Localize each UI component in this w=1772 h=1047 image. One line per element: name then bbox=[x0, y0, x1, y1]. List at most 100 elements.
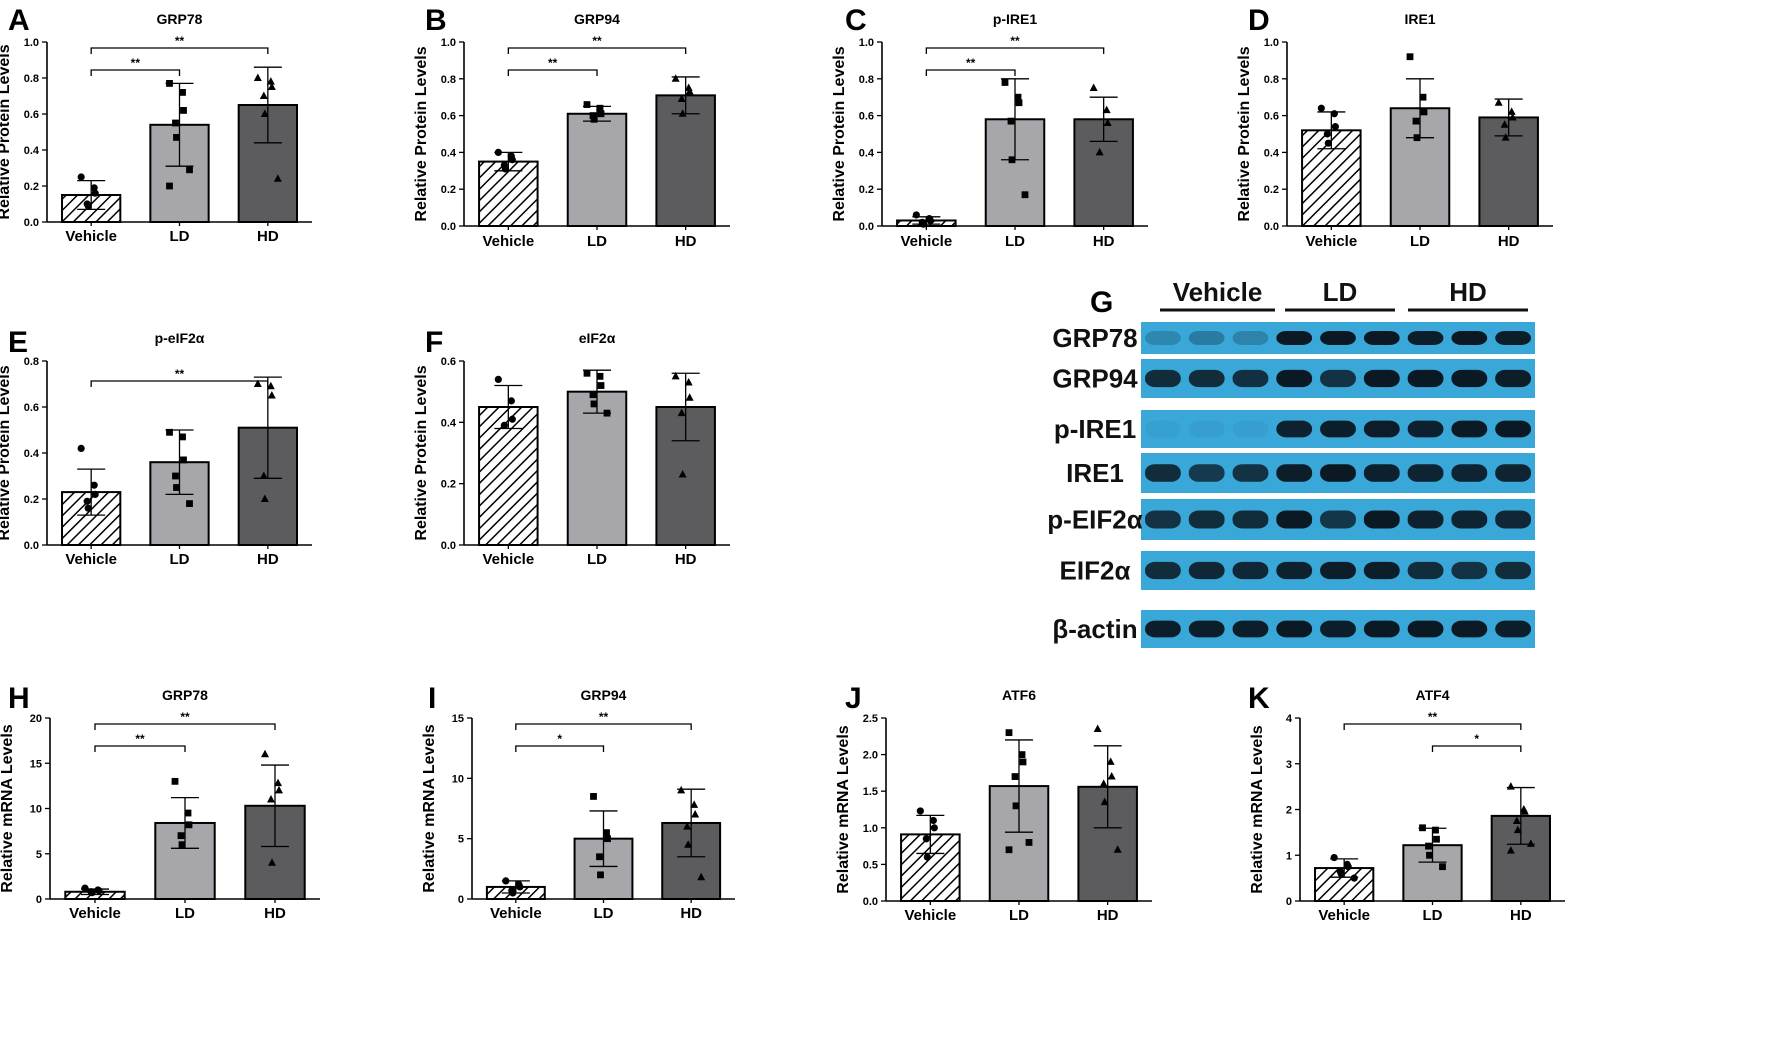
blot-band bbox=[1363, 330, 1400, 346]
data-point bbox=[91, 490, 99, 498]
data-point bbox=[88, 889, 96, 897]
y-tick-label: 0.2 bbox=[24, 494, 39, 506]
x-tick-label: Vehicle bbox=[490, 905, 542, 922]
blot-row-label: IRE1 bbox=[1066, 458, 1124, 488]
data-point bbox=[1344, 863, 1352, 871]
blot-band bbox=[1407, 420, 1444, 438]
data-point bbox=[671, 371, 680, 380]
x-tick-label: HD bbox=[675, 551, 697, 568]
data-point bbox=[1107, 772, 1116, 780]
y-tick-label: 0.4 bbox=[859, 147, 875, 159]
blot-band bbox=[1276, 464, 1313, 482]
significance-label: ** bbox=[135, 732, 145, 746]
data-point bbox=[494, 148, 502, 156]
chart-title: GRP94 bbox=[574, 11, 620, 27]
data-point bbox=[912, 211, 920, 219]
y-tick-label: 0.2 bbox=[1264, 184, 1279, 196]
y-tick-label: 0.0 bbox=[441, 221, 456, 233]
blot-band bbox=[1407, 369, 1444, 388]
significance-bracket bbox=[90, 380, 269, 387]
y-axis-label: Relative mRNA Levels bbox=[421, 724, 438, 892]
chart-panel-b: B GRP94 Relative Protein Levels 0.0 0.2 0.4 0.… bbox=[413, 4, 730, 250]
data-point bbox=[90, 481, 98, 489]
blot-band bbox=[1188, 620, 1225, 638]
data-point bbox=[253, 73, 262, 81]
y-tick-label: 0.0 bbox=[24, 540, 39, 552]
x-tick-label: Vehicle bbox=[482, 233, 534, 250]
data-point bbox=[1008, 156, 1016, 164]
chart-title: ATF4 bbox=[1416, 687, 1450, 703]
data-point bbox=[516, 883, 524, 891]
significance-label: ** bbox=[592, 34, 602, 48]
blot-band bbox=[1451, 330, 1488, 346]
blot-band bbox=[1407, 561, 1444, 580]
data-point bbox=[1350, 874, 1358, 882]
data-point bbox=[266, 77, 275, 85]
chart-panel-h: H GRP78 Relative mRNA Levels 0 5 10 15 20 Vehicl… bbox=[0, 682, 320, 922]
data-point bbox=[597, 382, 605, 389]
data-point bbox=[1420, 108, 1428, 116]
data-point bbox=[186, 166, 193, 174]
data-point bbox=[275, 785, 283, 794]
data-point bbox=[273, 174, 282, 182]
y-tick-label: 0.6 bbox=[441, 111, 456, 123]
data-point bbox=[916, 807, 924, 815]
significance-bracket bbox=[925, 69, 1016, 76]
chart-panel-i: I GRP94 Relative mRNA Levels 0 5 10 15 Vehicle L… bbox=[421, 682, 735, 922]
blot-band bbox=[1451, 561, 1488, 580]
blot-band bbox=[1495, 510, 1531, 529]
data-point bbox=[596, 372, 604, 380]
y-tick-label: 0.4 bbox=[441, 147, 457, 159]
data-point bbox=[1432, 826, 1439, 834]
blot-row-ire1: IRE1 bbox=[1066, 453, 1535, 493]
y-tick-label: 5 bbox=[458, 834, 464, 846]
data-point bbox=[1512, 816, 1521, 824]
x-tick-label: Vehicle bbox=[65, 551, 117, 568]
data-point bbox=[1113, 845, 1122, 853]
data-point bbox=[266, 381, 275, 390]
data-point bbox=[1520, 807, 1529, 815]
data-point bbox=[1526, 839, 1535, 847]
blot-band bbox=[1145, 620, 1181, 638]
chart-title: ATF6 bbox=[1002, 687, 1036, 703]
data-point bbox=[1494, 98, 1503, 106]
data-point bbox=[1330, 110, 1338, 118]
blot-band bbox=[1232, 561, 1269, 580]
blot-band bbox=[1276, 510, 1313, 529]
blot-band bbox=[1407, 620, 1444, 638]
y-tick-label: 1 bbox=[1286, 850, 1292, 862]
data-point bbox=[508, 156, 516, 164]
x-tick-label: LD bbox=[175, 905, 195, 922]
blot-band bbox=[1495, 464, 1531, 482]
data-point bbox=[1506, 846, 1515, 854]
y-tick-label: 1.0 bbox=[863, 823, 878, 835]
blot-group-label: HD bbox=[1449, 277, 1487, 307]
bar-ld bbox=[573, 837, 634, 901]
x-tick-label: Vehicle bbox=[904, 907, 956, 924]
panel-label: K bbox=[1248, 682, 1270, 715]
significance-bracket bbox=[1431, 745, 1522, 752]
data-point bbox=[77, 444, 85, 452]
data-point bbox=[684, 840, 693, 848]
chart-title: IRE1 bbox=[1404, 11, 1435, 27]
x-tick-label: HD bbox=[257, 228, 279, 245]
data-point bbox=[1102, 105, 1111, 114]
blot-band bbox=[1451, 510, 1488, 529]
x-tick-label: HD bbox=[257, 551, 279, 568]
data-point bbox=[172, 472, 179, 480]
blot-band bbox=[1188, 510, 1225, 529]
data-point bbox=[179, 89, 186, 96]
data-point bbox=[1103, 118, 1112, 126]
data-point bbox=[671, 74, 680, 82]
blot-band bbox=[1320, 464, 1356, 482]
significance-label: ** bbox=[180, 710, 190, 724]
blot-row-label: p-IRE1 bbox=[1054, 414, 1136, 444]
x-tick-label: LD bbox=[1423, 907, 1443, 924]
y-tick-label: 0 bbox=[1286, 896, 1292, 908]
data-point bbox=[508, 415, 516, 423]
x-tick-label: LD bbox=[1005, 233, 1025, 250]
y-tick-label: 0.8 bbox=[1264, 74, 1279, 86]
blot-band bbox=[1145, 464, 1181, 482]
significance-bracket bbox=[515, 745, 605, 752]
data-point bbox=[259, 91, 268, 99]
